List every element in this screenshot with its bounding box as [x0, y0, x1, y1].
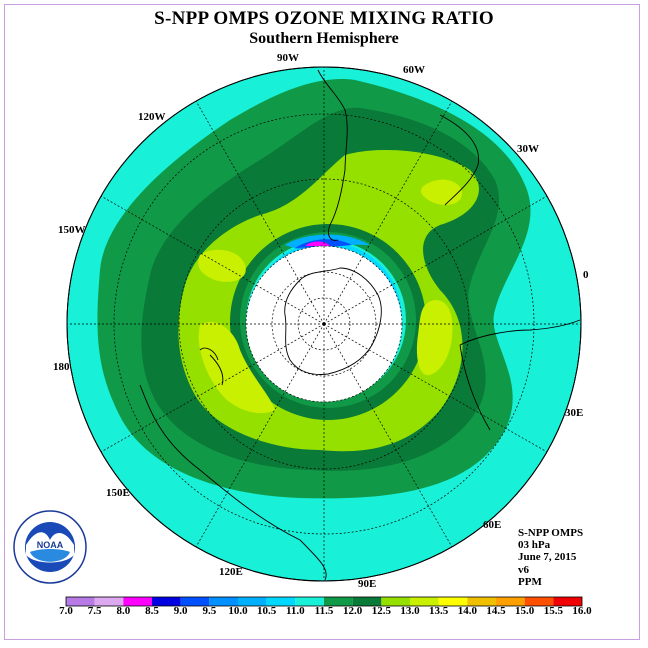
lon-label-180: 180	[53, 361, 70, 373]
colorbar-swatch	[438, 597, 468, 606]
ozone-patch-13.0	[198, 249, 246, 282]
lon-label-60e: 60E	[483, 519, 501, 531]
colorbar-swatch	[467, 597, 496, 606]
colorbar-tick-label: 14.0	[457, 605, 477, 617]
colorbar-tick-label: 8.5	[145, 605, 159, 617]
colorbar-tick-label: 15.0	[515, 605, 535, 617]
colorbar-tick-label: 12.0	[343, 605, 363, 617]
lon-label-90e: 90E	[358, 578, 376, 590]
info-line-units: PPM	[518, 575, 542, 588]
colorbar-tick-label: 15.5	[543, 605, 563, 617]
lon-label-120w: 120W	[138, 111, 166, 123]
new-zealand-coast	[199, 347, 224, 386]
africa-coast	[459, 319, 581, 346]
colorbar-swatch	[295, 597, 324, 606]
ozone-patch-13.0	[198, 321, 275, 414]
lon-label-60w: 60W	[403, 64, 425, 76]
colorbar-swatch	[410, 597, 439, 606]
colorbar-swatch	[238, 597, 267, 606]
australia-coast	[139, 384, 327, 581]
colorbar-tick-label: 9.0	[173, 605, 188, 617]
coastlines	[139, 69, 581, 581]
colorbar-tick-label: 8.0	[116, 605, 131, 617]
info-line-version: v6	[518, 563, 529, 576]
info-line-date: June 7, 2015	[518, 551, 577, 564]
info-line-pressure: 03 hPa	[518, 539, 551, 552]
info-line-satellite: S-NPP OMPS	[518, 527, 584, 539]
lon-label-0: 0	[583, 269, 589, 281]
colorbar-swatch	[152, 597, 181, 606]
colorbar-tick-label: 9.5	[202, 605, 217, 617]
lon-label-150w: 150W	[58, 224, 86, 236]
colorbar-swatch	[123, 597, 152, 606]
map-subtitle: Southern Hemisphere	[249, 30, 399, 47]
colorbar-swatch	[553, 597, 582, 606]
colorbar-tick-label: 7.5	[87, 605, 102, 617]
info-block: S-NPP OMPS 03 hPa June 7, 2015 v6 PPM	[518, 527, 583, 588]
colorbar-swatch	[524, 597, 554, 606]
colorbar-tick-label: 13.5	[429, 605, 449, 617]
colorbar-outline	[65, 596, 583, 607]
lon-label-30w: 30W	[517, 143, 539, 155]
noaa-logo-text: NOAA	[37, 540, 64, 550]
lon-label-120e: 120E	[219, 566, 243, 578]
south-america-coast	[317, 69, 348, 241]
colorbar-tick-label: 16.0	[572, 605, 592, 617]
lon-label-30e: 30E	[565, 407, 583, 419]
colorbar-swatch	[496, 597, 525, 606]
colorbar-tick-label: 11.5	[314, 605, 334, 617]
africa-coast	[459, 344, 491, 431]
lon-label-150e: 150E	[106, 487, 130, 499]
colorbar-swatch	[324, 597, 353, 606]
south-america-coast	[439, 114, 480, 206]
colorbar-swatch	[352, 597, 382, 606]
colorbar-swatch	[66, 597, 95, 606]
colorbar-swatch	[180, 597, 210, 606]
colorbar-tick-label: 13.0	[400, 605, 420, 617]
colorbar-tick-label: 11.0	[286, 605, 305, 617]
colorbar	[65, 596, 583, 607]
map-title: S-NPP OMPS OZONE MIXING RATIO	[154, 8, 494, 29]
colorbar-tick-label: 12.5	[371, 605, 391, 617]
colorbar-swatch	[381, 597, 410, 606]
lon-label-90w: 90W	[277, 52, 299, 64]
antarctica-coast	[284, 267, 382, 375]
colorbar-tick-label: 10.5	[257, 605, 277, 617]
plot-frame	[4, 4, 640, 640]
colorbar-swatch	[94, 597, 124, 606]
colorbar-labels: 7.0 7.5 8.0 8.5 9.0 9.5 10.0 10.5 11.0 11.5 12.0 12…	[0, 605, 648, 619]
ozone-patch-13.0	[416, 300, 453, 376]
colorbar-tick-label: 14.5	[486, 605, 506, 617]
colorbar-swatch	[266, 597, 296, 606]
graticule	[67, 67, 581, 581]
colorbar-tick-label: 7.0	[59, 605, 73, 617]
south-pole-marker	[322, 322, 326, 326]
noaa-logo: NOAA	[13, 510, 87, 584]
colorbar-swatch	[209, 597, 238, 606]
colorbar-tick-label: 10.0	[228, 605, 248, 617]
